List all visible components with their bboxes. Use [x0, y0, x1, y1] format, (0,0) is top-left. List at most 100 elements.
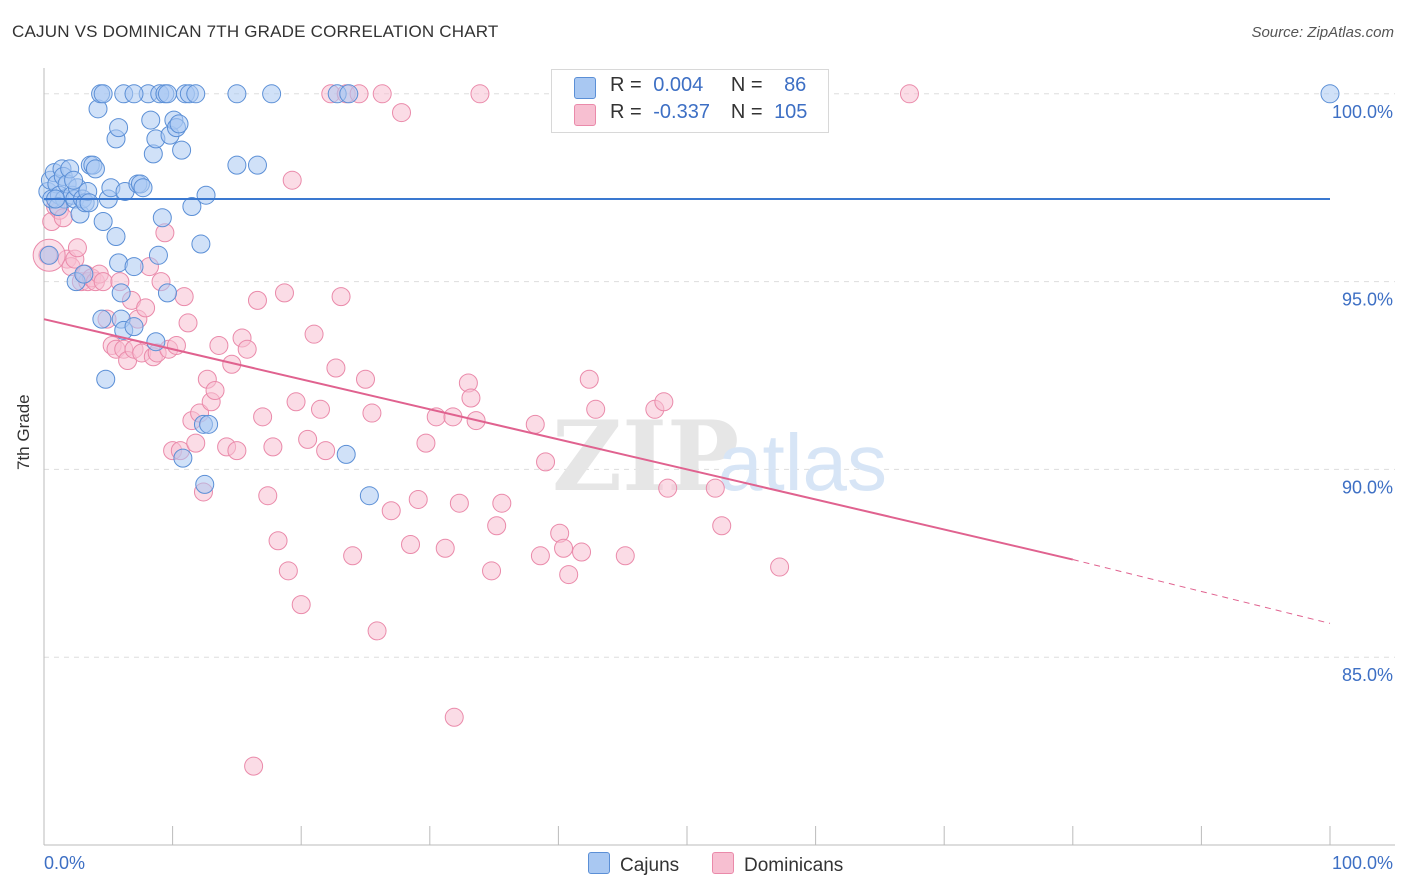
cajuns-point	[262, 84, 282, 104]
grid-layer	[44, 93, 1395, 658]
cajuns-point	[191, 234, 211, 254]
dominicans-point	[205, 381, 225, 401]
cajuns-point	[227, 84, 247, 104]
dominicans-point	[530, 546, 550, 566]
dominicans-point	[237, 339, 257, 359]
dominicans-point	[186, 433, 206, 453]
dominicans-point	[263, 437, 283, 457]
cajuns-point	[1320, 84, 1340, 104]
dominicans-point	[136, 298, 156, 318]
dominicans-point	[286, 392, 306, 412]
cajuns-point	[106, 227, 126, 247]
dominicans-trend-extension	[1072, 559, 1331, 624]
cajuns-point	[186, 84, 206, 104]
dominicans-legend-swatch	[712, 852, 734, 874]
dominicans-point	[326, 358, 346, 378]
dominicans-point	[536, 452, 556, 472]
cajuns-point	[157, 84, 177, 104]
tick-labels: 100.0% 95.0% 90.0% 85.0% 0.0% 100.0%	[44, 102, 1393, 873]
dominicans-point	[461, 388, 481, 408]
legend-r-label: R =	[610, 74, 642, 96]
dominicans-point	[362, 403, 382, 423]
cajuns-point	[169, 114, 189, 134]
y-tick-label: 100.0%	[1332, 102, 1393, 122]
dominicans-point	[487, 516, 507, 536]
dominicans-point	[899, 84, 919, 104]
dominicans-point	[482, 561, 502, 581]
cajuns-point	[74, 264, 94, 284]
dominicans-point	[435, 538, 455, 558]
dominicans-point	[559, 565, 579, 585]
dominicans-point	[244, 756, 264, 776]
dominicans-point	[444, 707, 464, 727]
dominicans-point	[525, 414, 545, 434]
dominicans-point	[247, 290, 267, 310]
cajuns-point	[152, 208, 172, 228]
cajuns-point	[79, 193, 99, 213]
cajuns-point	[133, 178, 153, 198]
legend-n-value: 105	[774, 101, 808, 123]
cajuns-point	[96, 369, 116, 389]
dominicans-point	[67, 238, 87, 258]
watermark-atlas: atlas	[718, 418, 887, 507]
dominicans-point	[381, 501, 401, 521]
cajuns-point	[359, 486, 379, 506]
dominicans-point	[178, 313, 198, 333]
cajuns-point	[195, 474, 215, 494]
legend-n-label: N =	[730, 101, 763, 123]
cajuns-point	[157, 283, 177, 303]
trend-lines	[43, 197, 1331, 624]
cajuns-swatch	[574, 77, 596, 99]
cajuns-point	[124, 84, 144, 104]
cajuns-point	[196, 185, 216, 205]
cajuns-point	[227, 155, 247, 175]
dominicans-point	[492, 493, 512, 513]
y-tick-label: 90.0%	[1342, 477, 1393, 497]
cajuns-point	[124, 317, 144, 337]
dominicans-point	[278, 561, 298, 581]
dominicans-point	[586, 399, 606, 419]
cajuns-points	[38, 84, 1340, 506]
dominicans-point	[268, 531, 288, 551]
cajuns-point	[109, 118, 129, 138]
cajuns-point	[182, 196, 202, 216]
dominicans-point	[705, 478, 725, 498]
legend-n-label: N =	[730, 74, 763, 96]
dominicans-point	[310, 399, 330, 419]
dominicans-point	[258, 486, 278, 506]
cajuns-point	[124, 257, 144, 277]
dominicans-point	[658, 478, 678, 498]
chart-title: CAJUN VS DOMINICAN 7TH GRADE CORRELATION…	[12, 22, 499, 41]
dominicans-point	[401, 535, 421, 555]
dominicans-point	[282, 170, 302, 190]
cajuns-point	[146, 332, 166, 352]
cajuns-point	[111, 283, 131, 303]
dominicans-trend-line	[43, 318, 1074, 561]
dominicans-point	[291, 595, 311, 615]
legend-n-value: 86	[784, 74, 807, 96]
cajuns-point	[247, 155, 267, 175]
y-tick-label: 85.0%	[1342, 665, 1393, 685]
cajuns-point	[199, 414, 219, 434]
chart-source: Source: ZipAtlas.com	[1251, 24, 1394, 41]
cajuns-point	[339, 84, 359, 104]
dominicans-point	[298, 429, 318, 449]
cajuns-point	[172, 140, 192, 160]
dominicans-point	[408, 489, 428, 509]
dominicans-point	[449, 493, 469, 513]
stats-legend: R = 0.004 N = 86 R = -0.337 N = 105	[551, 69, 829, 133]
dominicans-point	[372, 84, 392, 104]
dominicans-point	[572, 542, 592, 562]
cajuns-point	[93, 212, 113, 232]
dominicans-point	[209, 335, 229, 355]
dominicans-point	[331, 287, 351, 307]
cajuns-legend-label: Cajuns	[620, 855, 680, 876]
cajuns-point	[336, 444, 356, 464]
dominicans-point	[470, 84, 490, 104]
cajuns-point	[39, 245, 59, 265]
dominicans-point	[615, 546, 635, 566]
cajuns-point	[64, 170, 84, 190]
cajuns-legend-swatch	[588, 852, 610, 874]
cajuns-point	[173, 448, 193, 468]
cajuns-point	[85, 159, 105, 179]
